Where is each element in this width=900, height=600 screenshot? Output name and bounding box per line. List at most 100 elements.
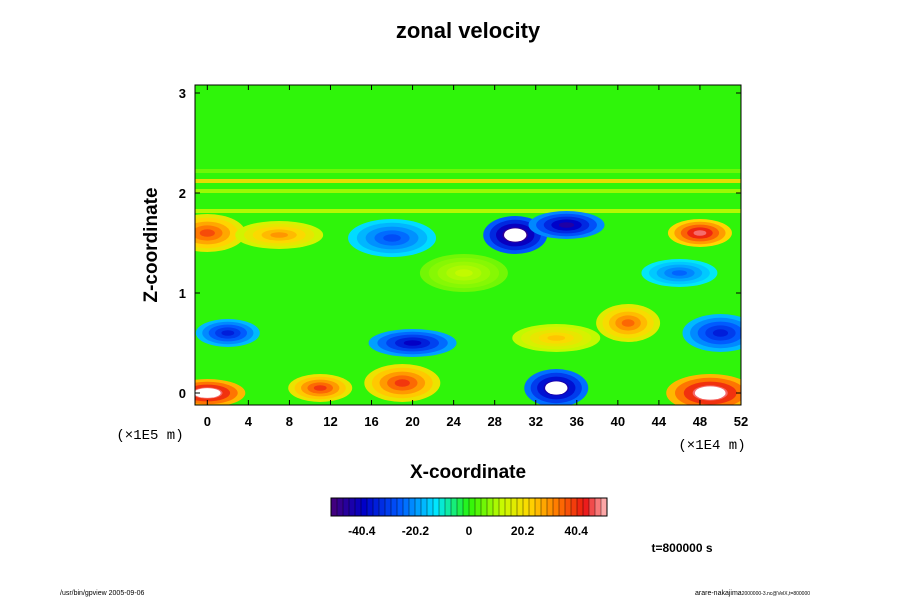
velocity-feature [547, 335, 566, 341]
velocity-feature [313, 385, 327, 391]
colorbar-segment [571, 498, 578, 516]
colorbar-segment [391, 498, 398, 516]
colorbar-segment [349, 498, 356, 516]
velocity-feature [455, 269, 473, 277]
colorbar-segment [589, 498, 596, 516]
colorbar-segment [385, 498, 392, 516]
footer-right-main: arare-nakajima [695, 590, 742, 597]
velocity-feature [558, 222, 575, 228]
footer-right: arare-nakajima2000000-3.nc@VelX,t=800000 [695, 590, 810, 597]
velocity-feature [199, 229, 215, 237]
colorbar-segment [559, 498, 566, 516]
footer-right-sub: 2000000-3.nc@VelX,t=800000 [741, 591, 811, 597]
colorbar-tick-label: 20.2 [511, 524, 535, 538]
y-tick-label: 2 [179, 186, 186, 201]
colorbar [330, 498, 608, 516]
colorbar-segment [355, 498, 362, 516]
y-tick-label: 0 [179, 386, 186, 401]
saturated-core [545, 381, 568, 395]
colorbar-segment [583, 498, 590, 516]
footer-left: /usr/bin/gpview 2005-09-06 [60, 590, 145, 597]
y-tick-label: 1 [179, 286, 186, 301]
x-tick-label: 4 [245, 414, 253, 429]
colorbar-segment [481, 498, 488, 516]
velocity-feature [270, 232, 288, 238]
colorbar-segment [529, 498, 536, 516]
plot-frame [194, 84, 742, 406]
x-axis-label: X-coordinate [410, 462, 526, 483]
colorbar-segment [595, 498, 602, 516]
colorbar-segment [577, 498, 584, 516]
colorbar-segment [493, 498, 500, 516]
colorbar-segment [421, 498, 428, 516]
colorbar-tick-label: -40.4 [348, 524, 376, 538]
colorbar-segment [601, 498, 608, 516]
colorbar-segment [541, 498, 548, 516]
velocity-field [195, 169, 741, 405]
x-tick-label: 8 [286, 414, 293, 429]
colorbar-segment [427, 498, 434, 516]
colorbar-ticks: -40.4 -20.2 0 20.2 40.4 [348, 524, 588, 538]
x-tick-label: 44 [652, 414, 667, 429]
colorbar-segment [505, 498, 512, 516]
colorbar-segment [511, 498, 518, 516]
colorbar-segment [361, 498, 368, 516]
x-tick-label: 48 [693, 414, 707, 429]
velocity-feature [383, 234, 401, 242]
velocity-feature [403, 340, 422, 346]
saturated-core [504, 228, 527, 242]
velocity-band [195, 189, 741, 193]
colorbar-tick-label: 40.4 [565, 524, 589, 538]
colorbar-frame [330, 497, 608, 517]
velocity-feature [671, 270, 688, 276]
colorbar-segment [523, 498, 530, 516]
colorbar-segment [553, 498, 560, 516]
plot-area [195, 85, 741, 405]
velocity-feature [712, 329, 729, 337]
velocity-feature [693, 230, 707, 236]
colorbar-segment [463, 498, 470, 516]
colorbar-segment [451, 498, 458, 516]
saturated-core [195, 388, 221, 398]
colorbar-segment [343, 498, 350, 516]
colorbar-segment [409, 498, 416, 516]
x-tick-label: 32 [529, 414, 543, 429]
velocity-band [195, 169, 741, 173]
x-tick-label: 12 [323, 414, 337, 429]
saturated-core [694, 386, 726, 400]
colorbar-segment [379, 498, 386, 516]
time-label: t=800000 s [651, 541, 712, 555]
colorbar-segment [433, 498, 440, 516]
x-tick-label: 0 [204, 414, 211, 429]
x-tick-label: 28 [487, 414, 501, 429]
x-tick-label: 16 [364, 414, 378, 429]
x-tick-label: 24 [446, 414, 461, 429]
colorbar-segment [331, 498, 338, 516]
colorbar-segment [565, 498, 572, 516]
velocity-feature [394, 379, 410, 387]
chart-title: zonal velocity [396, 18, 541, 43]
x-tick-label: 20 [405, 414, 419, 429]
x-axis: 0 4 8 12 16 20 24 28 32 36 40 44 48 52 [204, 85, 748, 429]
colorbar-segment [337, 498, 344, 516]
colorbar-segment [469, 498, 476, 516]
velocity-feature [621, 319, 635, 327]
x-tick-label: 36 [570, 414, 584, 429]
colorbar-segment [439, 498, 446, 516]
colorbar-segment [547, 498, 554, 516]
colorbar-segment [445, 498, 452, 516]
colorbar-segment [517, 498, 524, 516]
colorbar-tick-label: 0 [466, 524, 473, 538]
velocity-feature [221, 330, 235, 336]
x-tick-label: 40 [611, 414, 625, 429]
y-axis-units: (×1E5 m) [116, 428, 183, 444]
velocity-band [195, 179, 741, 183]
velocity-band [195, 209, 741, 213]
x-axis-units: (×1E4 m) [678, 438, 745, 454]
colorbar-segment [415, 498, 422, 516]
colorbar-segment [487, 498, 494, 516]
colorbar-segment [397, 498, 404, 516]
colorbar-tick-label: -20.2 [402, 524, 430, 538]
x-tick-label: 52 [734, 414, 748, 429]
